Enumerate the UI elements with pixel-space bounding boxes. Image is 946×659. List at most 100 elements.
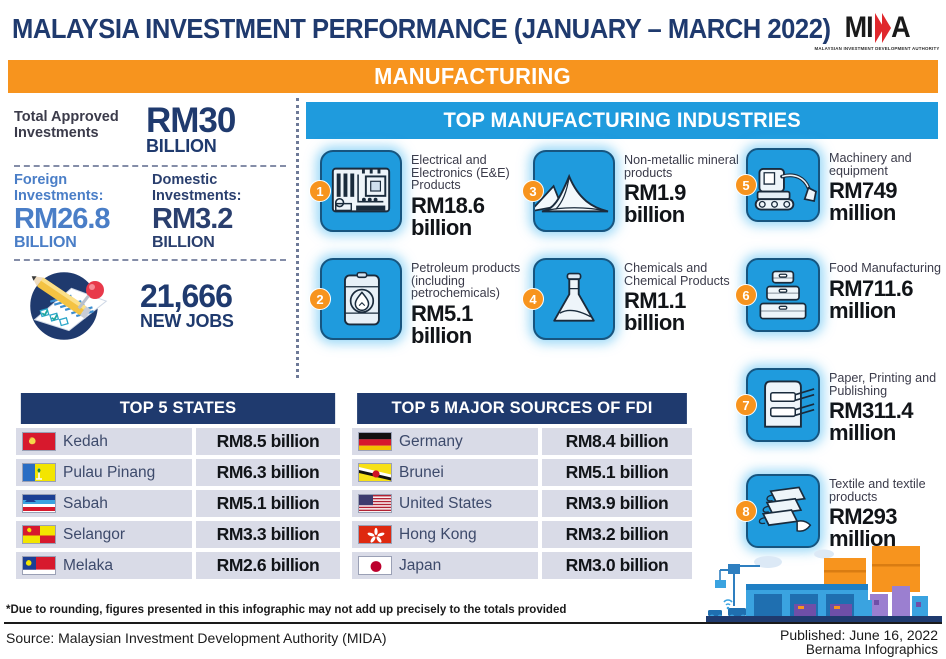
state-value: RM8.5 billion bbox=[196, 428, 340, 455]
printer-icon bbox=[746, 368, 820, 442]
industry-item-5[interactable]: 5 Machin bbox=[735, 148, 946, 224]
industry-rank-badge: 6 bbox=[735, 284, 757, 306]
kpi-domestic-value: RM3.2 bbox=[152, 202, 233, 235]
kpi-new-jobs: 21,666 NEW JOBS bbox=[8, 267, 290, 345]
fdi-table-header: TOP 5 MAJOR SOURCES OF FDI bbox=[357, 393, 687, 424]
source-text: Source: Malaysian Investment Development… bbox=[6, 630, 387, 646]
country-name: Brunei bbox=[399, 463, 444, 481]
mida-logo-mi: MI bbox=[844, 11, 873, 44]
flag-brunei bbox=[358, 463, 392, 482]
published-date: Published: June 16, 2022 bbox=[779, 627, 938, 643]
page-header: MALAYSIA INVESTMENT PERFORMANCE (JANUARY… bbox=[0, 0, 946, 58]
sector-banner: MANUFACTURING bbox=[8, 60, 938, 93]
industrial-city-illustration bbox=[706, 540, 942, 622]
state-name-cell: Melaka bbox=[16, 552, 192, 579]
divider-2 bbox=[14, 258, 286, 261]
table-row[interactable]: Brunei RM5.1 billion bbox=[352, 459, 692, 486]
country-name-cell: Brunei bbox=[352, 459, 538, 486]
country-name-cell: Hong Kong bbox=[352, 521, 538, 548]
footer-divider bbox=[4, 622, 942, 624]
industry-rank-badge: 8 bbox=[735, 500, 757, 522]
top-5-fdi-table: TOP 5 MAJOR SOURCES OF FDI Germany RM8.4… bbox=[352, 393, 692, 579]
state-value: RM2.6 billion bbox=[196, 552, 340, 579]
kpi-total-approved: Total Approved Investments RM30 BILLION bbox=[8, 100, 290, 163]
state-value: RM5.1 billion bbox=[196, 490, 340, 517]
table-row[interactable]: Hong Kong RM3.2 billion bbox=[352, 521, 692, 548]
flag-usa bbox=[358, 494, 392, 513]
page-title: MALAYSIA INVESTMENT PERFORMANCE (JANUARY… bbox=[12, 13, 831, 44]
vertical-divider bbox=[296, 98, 299, 378]
flag-japan bbox=[358, 556, 392, 575]
industry-rank-badge: 2 bbox=[309, 288, 331, 310]
flag-germany bbox=[358, 432, 392, 451]
industry-item-6[interactable]: 6 bbox=[735, 258, 946, 332]
industry-item-8[interactable]: 8 bbox=[735, 474, 946, 550]
food-containers-icon bbox=[746, 258, 820, 332]
table-row[interactable]: Sabah RM5.1 billion bbox=[16, 490, 340, 517]
flask-icon bbox=[533, 258, 615, 340]
state-name: Kedah bbox=[63, 432, 108, 450]
industry-value: RM311.4 million bbox=[829, 398, 913, 446]
industry-item-1[interactable]: 1 bbox=[309, 150, 530, 239]
industry-item-3[interactable]: 3 Non-metallic mineral products RM1.9 bi… bbox=[522, 150, 745, 232]
kpi-foreign-investments: Foreign Investments: RM26.8 BILLION bbox=[14, 173, 152, 250]
mida-logo: MI A MALAYSIAN INVESTMENT DEVELOPMENT AU… bbox=[814, 10, 940, 54]
industry-name: Electrical and Electronics (E&E) Product… bbox=[411, 153, 510, 193]
state-value: RM3.3 billion bbox=[196, 521, 340, 548]
industry-rank-badge: 5 bbox=[735, 174, 757, 196]
mida-logo-a: A bbox=[890, 11, 911, 44]
circuit-board-icon bbox=[320, 150, 402, 232]
state-name: Pulau Pinang bbox=[63, 463, 156, 481]
country-name: United States bbox=[399, 494, 493, 512]
state-name: Selangor bbox=[63, 525, 126, 543]
industry-item-2[interactable]: 2 Petroleum products (including petroche… bbox=[309, 258, 530, 347]
industry-item-4[interactable]: 4 Chemicals and Chemical Products RM1.1 … bbox=[522, 258, 745, 340]
state-value: RM6.3 billion bbox=[196, 459, 340, 486]
table-row[interactable]: Selangor RM3.3 billion bbox=[16, 521, 340, 548]
industry-rank-badge: 3 bbox=[522, 180, 544, 202]
industry-value: RM1.1 billion bbox=[624, 288, 686, 336]
table-row[interactable]: Japan RM3.0 billion bbox=[352, 552, 692, 579]
industries-header: TOP MANUFACTURING INDUSTRIES bbox=[306, 102, 938, 139]
state-name-cell: Kedah bbox=[16, 428, 192, 455]
kpi-total-unit: BILLION bbox=[146, 136, 217, 157]
kpi-foreign-value: RM26.8 bbox=[14, 202, 111, 235]
table-row[interactable]: Melaka RM2.6 billion bbox=[16, 552, 340, 579]
mountain-icon bbox=[533, 150, 615, 232]
excavator-icon bbox=[746, 148, 820, 222]
flag-penang bbox=[22, 463, 56, 482]
industry-name: Textile and textile products bbox=[829, 477, 926, 504]
kpi-investment-split: Foreign Investments: RM26.8 BILLION Dome… bbox=[8, 173, 290, 250]
flag-kedah bbox=[22, 432, 56, 451]
country-name: Germany bbox=[399, 432, 463, 450]
country-value: RM3.0 billion bbox=[542, 552, 692, 579]
industry-name: Paper, Printing and Publishing bbox=[829, 371, 937, 398]
industry-rank-badge: 4 bbox=[522, 288, 544, 310]
table-row[interactable]: Pulau Pinang RM6.3 billion bbox=[16, 459, 340, 486]
table-row[interactable]: United States RM3.9 billion bbox=[352, 490, 692, 517]
industry-value: RM711.6 million bbox=[829, 275, 913, 323]
kpi-domestic-unit: BILLION bbox=[152, 233, 215, 251]
industries-header-label: TOP MANUFACTURING INDUSTRIES bbox=[443, 108, 801, 132]
mida-logo-tagline: MALAYSIAN INVESTMENT DEVELOPMENT AUTHORI… bbox=[814, 46, 940, 51]
industry-name: Non-metallic mineral products bbox=[624, 153, 739, 180]
kpi-foreign-label: Foreign Investments: bbox=[14, 172, 104, 204]
summary-panel: Total Approved Investments RM30 BILLION … bbox=[8, 100, 290, 345]
oil-drum-icon bbox=[320, 258, 402, 340]
state-name: Melaka bbox=[63, 556, 113, 574]
checklist-pencil-icon bbox=[14, 267, 126, 345]
state-name-cell: Pulau Pinang bbox=[16, 459, 192, 486]
state-name-cell: Sabah bbox=[16, 490, 192, 517]
country-name: Japan bbox=[399, 556, 442, 574]
publish-info: Published: June 16, 2022 Bernama Infogra… bbox=[779, 627, 938, 658]
flag-melaka bbox=[22, 556, 56, 575]
kpi-jobs-value: 21,666 bbox=[140, 277, 233, 314]
credit-text: Bernama Infographics bbox=[805, 642, 938, 658]
state-name: Sabah bbox=[63, 494, 108, 512]
country-name-cell: United States bbox=[352, 490, 538, 517]
kpi-foreign-unit: BILLION bbox=[14, 233, 77, 251]
table-row[interactable]: Germany RM8.4 billion bbox=[352, 428, 692, 455]
table-row[interactable]: Kedah RM8.5 billion bbox=[16, 428, 340, 455]
country-name-cell: Japan bbox=[352, 552, 538, 579]
industry-item-7[interactable]: 7 Paper, Printing and Publishing RM311.4… bbox=[735, 368, 946, 446]
